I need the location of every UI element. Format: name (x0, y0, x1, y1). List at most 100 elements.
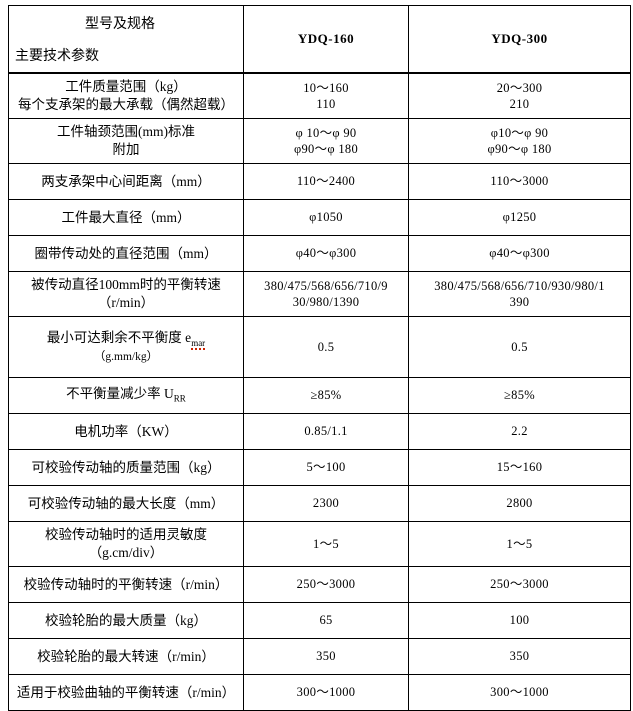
value-cell-model-1: 380/475/568/656/710/9 30/980/1390 (243, 271, 409, 317)
table-row: 两支承架中心间距离（mm） 110～2400 110～3000 (8, 163, 631, 200)
value-line: 20～300 (496, 80, 543, 95)
header-model-spec-label: 型号及规格 (85, 16, 155, 32)
value-line: 0.5 (317, 339, 335, 354)
value-line: 5～100 (306, 460, 346, 475)
value-cell-model-2: ≥85% (408, 377, 631, 414)
table-row: 校验轮胎的最大质量（kg） 65 100 (8, 602, 631, 639)
parameter-label-cell: 校验轮胎的最大转速（r/min） (8, 638, 244, 675)
header-main-params-label: 主要技术参数 (15, 49, 99, 64)
value-line: 210 (509, 97, 530, 111)
value-cell-model-1: 10～160 110 (243, 72, 409, 119)
value-cell-model-2: 0.5 (408, 316, 631, 378)
value-cell-model-2: 380/475/568/656/710/930/980/1 390 (408, 271, 631, 317)
parameter-label-cell: 工件质量范围（kg） 每个支承架的最大承载（偶然超载） (8, 72, 244, 119)
value-line: 300～1000 (490, 685, 549, 700)
parameter-label-line: （r/min） (97, 295, 155, 310)
value-cell-model-2: 110～3000 (408, 163, 631, 200)
parameter-label-line: 每个支承架的最大承载（偶然超载） (18, 97, 234, 112)
value-line: φ90～φ 180 (293, 142, 358, 156)
value-line: ≥85% (310, 388, 342, 403)
value-cell-model-1: φ1050 (243, 199, 409, 236)
value-line: 110～2400 (296, 174, 356, 189)
value-line: 350 (316, 649, 336, 664)
parameter-label-cell: 两支承架中心间距离（mm） (8, 163, 244, 200)
value-line: 0.85/1.1 (304, 424, 348, 439)
parameter-label-line: 适用于校验曲轴的平衡转速（r/min） (16, 684, 236, 700)
parameter-label-cell: 工件最大直径（mm） (8, 199, 244, 236)
parameter-label-line: 不平衡量减少率 URR (12, 385, 240, 406)
table-row: 工件轴颈范围(mm)标准 附加 φ 10～φ 90 φ90～φ 180 φ10～φ 90… (8, 118, 631, 164)
value-line: 2.2 (511, 424, 528, 439)
value-cell-model-1: 110～2400 (243, 163, 409, 200)
header-model-2: YDQ-300 (408, 5, 631, 74)
value-cell-model-1: 250～3000 (243, 566, 409, 603)
value-cell-model-2: 20～300 210 (408, 72, 631, 119)
parameter-label-cell: 工件轴颈范围(mm)标准 附加 (8, 118, 244, 164)
value-line: 250～3000 (296, 577, 356, 592)
value-cell-model-1: 5～100 (243, 449, 409, 486)
value-line: 2800 (506, 496, 533, 511)
table-row: 可校验传动轴的最大长度（mm） 2300 2800 (8, 485, 631, 522)
parameter-label-line: 工件轴颈范围(mm)标准 (57, 124, 195, 140)
parameter-label-line: 校验传动轴时的平衡转速（r/min） (23, 576, 229, 592)
value-line: 30/980/1390 (292, 295, 360, 309)
value-cell-model-2: 2800 (408, 485, 631, 522)
value-line: 15～160 (496, 460, 543, 475)
value-line: φ1250 (502, 210, 537, 225)
header-model-1: YDQ-160 (243, 5, 409, 74)
value-cell-model-1: ≥85% (243, 377, 409, 414)
table-row: 适用于校验曲轴的平衡转速（r/min） 300～1000 300～1000 (8, 674, 631, 711)
value-cell-model-1: 65 (243, 602, 409, 639)
value-line: 350 (509, 649, 530, 664)
parameter-label-line: 电机功率（KW） (74, 423, 178, 439)
table-row: 工件最大直径（mm） φ1050 φ1250 (8, 199, 631, 236)
value-line: 300～1000 (296, 685, 356, 700)
parameter-label-line: 最小可达剩余不平衡度 emar (12, 329, 240, 350)
value-line: 380/475/568/656/710/930/980/1 (434, 278, 605, 293)
table-row: 不平衡量减少率 URR ≥85% ≥85% (8, 377, 631, 414)
value-cell-model-2: 100 (408, 602, 631, 639)
parameter-label-cell: 校验轮胎的最大质量（kg） (8, 602, 244, 639)
parameter-label-line: 附加 (112, 142, 140, 157)
table-row: 校验轮胎的最大转速（r/min） 350 350 (8, 638, 631, 675)
value-line: 1～5 (313, 536, 339, 551)
value-line: φ40～φ300 (295, 246, 357, 261)
value-cell-model-2: φ1250 (408, 199, 631, 236)
table-header-row: 型号及规格主要技术参数 YDQ-160 YDQ-300 (8, 5, 631, 74)
value-line: φ40～φ300 (489, 246, 550, 261)
parameter-label-line: 校验传动轴时的适用灵敏度 (45, 527, 207, 543)
value-cell-model-2: 300～1000 (408, 674, 631, 711)
parameter-label-line: 工件最大直径（mm） (61, 209, 191, 225)
parameter-label-cell: 被传动直径100mm时的平衡转速 （r/min） (8, 271, 244, 317)
value-line: 380/475/568/656/710/9 (264, 278, 388, 293)
parameter-label-line: 校验轮胎的最大质量（kg） (45, 612, 207, 628)
urr-subscript: RR (173, 393, 186, 404)
parameter-label-cell: 圈带传动处的直径范围（mm） (8, 235, 244, 272)
parameter-label-cell: 校验传动轴时的适用灵敏度 （g.cm/div） (8, 521, 244, 567)
value-cell-model-2: 15～160 (408, 449, 631, 486)
value-line: 390 (509, 295, 530, 309)
value-line: 0.5 (511, 339, 528, 354)
table-row: 可校验传动轴的质量范围（kg） 5～100 15～160 (8, 449, 631, 486)
spec-table-container: 型号及规格主要技术参数 YDQ-160 YDQ-300 工件质量范围（kg） 每个支承架… (8, 5, 631, 711)
table-row: 工件质量范围（kg） 每个支承架的最大承载（偶然超载） 10～160 110 20～30… (8, 72, 631, 119)
value-line: φ90～φ 180 (487, 142, 552, 156)
value-line: 110～3000 (490, 174, 549, 189)
parameter-label-line: 被传动直径100mm时的平衡转速 (31, 277, 221, 293)
value-line: φ 10～φ 90 (295, 125, 357, 140)
parameter-label-cell: 电机功率（KW） (8, 413, 244, 450)
parameter-label-line: 校验轮胎的最大转速（r/min） (37, 648, 215, 664)
parameter-label-line: 可校验传动轴的最大长度（mm） (27, 495, 225, 511)
table-row: 校验传动轴时的适用灵敏度 （g.cm/div） 1～5 1～5 (8, 521, 631, 567)
value-cell-model-1: 350 (243, 638, 409, 675)
emar-subscript: mar (191, 337, 206, 350)
parameter-label-line: 圈带传动处的直径范围（mm） (34, 245, 218, 261)
parameter-label-cell: 最小可达剩余不平衡度 emar （g.mm/kg） (8, 316, 244, 378)
parameter-label-line: 工件质量范围（kg） (65, 79, 187, 95)
value-line: 100 (509, 613, 530, 628)
parameter-label-line: 可校验传动轴的质量范围（kg） (31, 459, 221, 475)
value-line: 10～160 (303, 80, 349, 95)
value-line: φ1050 (309, 210, 343, 225)
value-cell-model-2: 350 (408, 638, 631, 675)
value-line: ≥85% (504, 388, 535, 403)
